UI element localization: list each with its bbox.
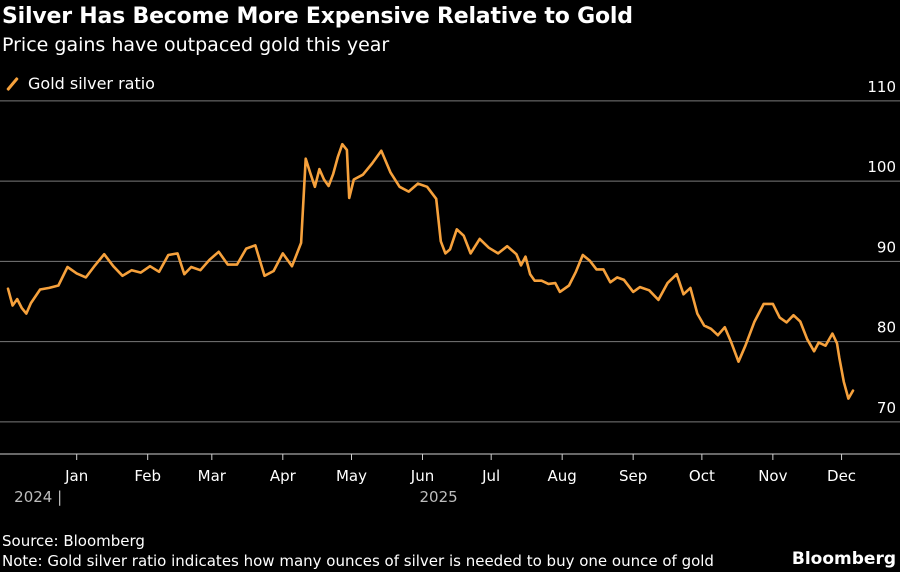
chart-subtitle: Price gains have outpaced gold this year bbox=[2, 34, 390, 56]
chart-title: Silver Has Become More Expensive Relativ… bbox=[2, 4, 633, 29]
x-tick-label: Nov bbox=[758, 467, 787, 485]
footnote: Note: Gold silver ratio indicates how ma… bbox=[2, 552, 714, 570]
legend: Gold silver ratio bbox=[4, 74, 155, 93]
y-tick-label: 70 bbox=[877, 399, 896, 417]
y-tick-label: 80 bbox=[877, 319, 896, 337]
x-tick-label: Mar bbox=[198, 467, 227, 485]
series-lines bbox=[6, 142, 855, 400]
y-tick-label: 100 bbox=[867, 158, 896, 176]
x-tick-label: Jun bbox=[410, 467, 434, 485]
bloomberg-logo: Bloomberg bbox=[791, 549, 896, 569]
x-axis: Jan Feb Mar Apr May Jun Jul Aug Sep Oct Nov Dec 2024… bbox=[14, 454, 856, 506]
source-note: Source: Bloomberg bbox=[2, 532, 145, 550]
x-tick-label: Oct bbox=[689, 467, 715, 485]
y-axis-labels: 70 80 90 100 110 bbox=[867, 78, 896, 417]
chart-plot: 70 80 90 100 110 Jan Feb Mar Apr May Jun Jul Aug Sep… bbox=[0, 78, 900, 506]
legend-label: Gold silver ratio bbox=[28, 74, 155, 93]
year-label: 2025 bbox=[419, 488, 457, 506]
year-label: 2024 | bbox=[14, 488, 62, 506]
series-line-gold-silver-ratio bbox=[6, 142, 855, 400]
x-tick-label: May bbox=[336, 467, 367, 485]
x-tick-label: Sep bbox=[619, 467, 647, 485]
y-tick-label: 110 bbox=[867, 78, 896, 96]
gridlines bbox=[0, 100, 900, 455]
x-tick-label: Jul bbox=[481, 467, 500, 485]
x-tick-label: Feb bbox=[134, 467, 161, 485]
x-tick-label: Dec bbox=[827, 467, 856, 485]
x-tick-label: Apr bbox=[270, 467, 297, 485]
x-tick-label: Aug bbox=[548, 467, 577, 485]
y-tick-label: 90 bbox=[877, 238, 896, 256]
x-tick-label: Jan bbox=[64, 467, 88, 485]
